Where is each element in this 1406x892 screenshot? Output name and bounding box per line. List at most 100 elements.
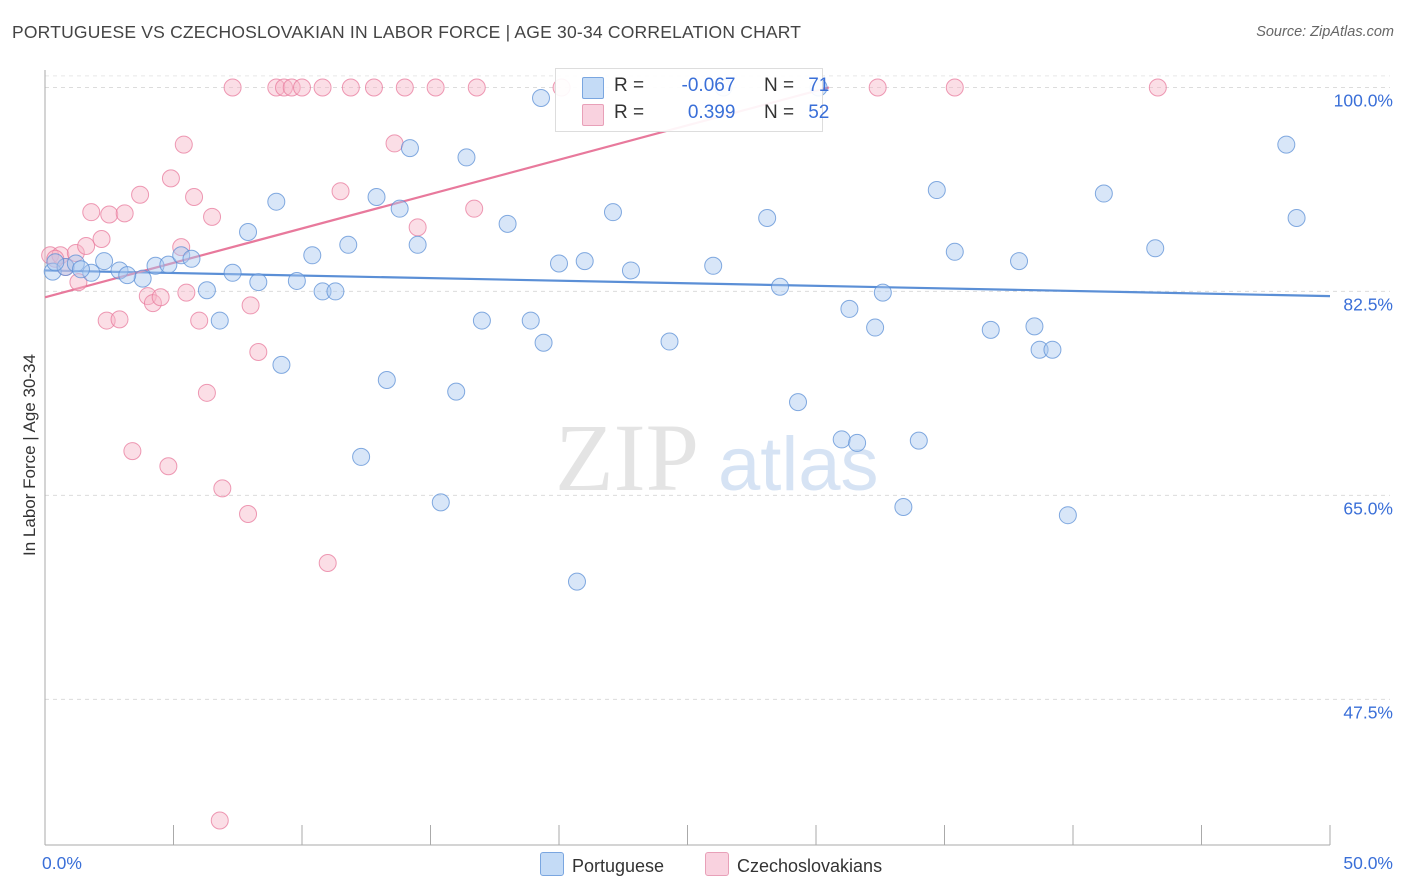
data-point bbox=[241, 296, 260, 315]
grid-lines bbox=[45, 75, 1390, 700]
data-point bbox=[82, 203, 101, 222]
data-point bbox=[426, 78, 445, 97]
data-point bbox=[151, 288, 170, 307]
data-point bbox=[465, 199, 484, 218]
data-point bbox=[82, 263, 101, 282]
y-axis-label: In Labor Force | Age 30-34 bbox=[20, 354, 39, 556]
data-point bbox=[1277, 135, 1296, 154]
data-point bbox=[431, 493, 450, 512]
data-point bbox=[223, 263, 242, 282]
data-point bbox=[239, 505, 258, 524]
data-point bbox=[71, 260, 90, 279]
data-point bbox=[115, 204, 134, 223]
legend-n-value: 52 bbox=[808, 102, 830, 123]
data-point bbox=[95, 252, 114, 271]
bottom-legend-swatch-portuguese bbox=[540, 852, 564, 876]
data-point bbox=[873, 283, 892, 302]
data-point bbox=[66, 254, 85, 273]
data-point bbox=[603, 203, 622, 222]
data-point bbox=[945, 78, 964, 97]
data-point bbox=[894, 498, 913, 517]
data-point bbox=[408, 235, 427, 254]
data-point bbox=[282, 78, 301, 97]
data-point bbox=[367, 188, 386, 207]
bottom-legend-portuguese: Portuguese bbox=[540, 852, 664, 877]
data-point bbox=[197, 383, 216, 402]
data-point bbox=[909, 431, 928, 450]
y-tick-label: 82.5% bbox=[1343, 294, 1393, 314]
data-point bbox=[341, 78, 360, 97]
data-point bbox=[927, 181, 946, 200]
y-tick-label: 47.5% bbox=[1343, 702, 1393, 722]
y-tick-label: 65.0% bbox=[1343, 498, 1393, 518]
data-point bbox=[758, 209, 777, 228]
data-point bbox=[77, 236, 96, 255]
data-point bbox=[92, 229, 111, 248]
data-point bbox=[1058, 506, 1077, 525]
data-point bbox=[848, 433, 867, 452]
data-point bbox=[771, 277, 790, 296]
data-point bbox=[46, 253, 65, 272]
data-point bbox=[118, 266, 137, 285]
bottom-legend-label: Czechoslovakians bbox=[737, 856, 883, 876]
data-point bbox=[364, 78, 383, 97]
bottom-legend-swatch-czechoslovakians bbox=[705, 852, 729, 876]
data-point bbox=[377, 371, 396, 389]
data-point bbox=[1025, 317, 1044, 336]
data-point bbox=[472, 311, 491, 330]
data-point bbox=[174, 135, 193, 154]
data-point bbox=[56, 257, 75, 276]
x-tick-labels: 0.0% 50.0% bbox=[42, 853, 1393, 873]
data-point bbox=[293, 78, 311, 97]
watermark-zip: ZIP bbox=[555, 404, 699, 511]
data-point bbox=[660, 332, 679, 351]
data-point bbox=[447, 382, 466, 401]
data-point bbox=[177, 283, 196, 302]
legend-swatch-portuguese bbox=[582, 77, 604, 99]
y-tick-labels: 47.5% 65.0% 82.5% 100.0% bbox=[1334, 90, 1393, 722]
legend-r-value: -0.067 bbox=[681, 75, 736, 96]
data-point bbox=[408, 218, 427, 237]
data-point bbox=[521, 311, 540, 330]
data-point bbox=[172, 246, 191, 265]
data-point bbox=[866, 318, 885, 337]
data-point bbox=[275, 78, 294, 97]
trend-line-portuguese bbox=[44, 269, 1331, 298]
data-point bbox=[267, 78, 286, 97]
data-point bbox=[789, 393, 808, 412]
data-point bbox=[146, 256, 165, 275]
chart-source: Source: ZipAtlas.com bbox=[1256, 24, 1394, 40]
data-point bbox=[390, 199, 409, 218]
data-point bbox=[272, 355, 291, 374]
legend-swatch-czechoslovakian bbox=[582, 104, 604, 126]
legend-r-label: R = bbox=[614, 102, 645, 123]
data-point bbox=[223, 78, 242, 97]
data-point bbox=[267, 192, 286, 211]
data-point bbox=[66, 243, 85, 262]
data-point bbox=[100, 205, 119, 224]
data-point bbox=[385, 134, 404, 153]
data-point bbox=[868, 78, 887, 97]
x-tick-label: 0.0% bbox=[42, 853, 82, 873]
data-point bbox=[400, 139, 419, 158]
data-point bbox=[97, 311, 116, 330]
data-point bbox=[534, 333, 553, 352]
chart-title: PORTUGUESE VS CZECHOSLOVAKIAN IN LABOR F… bbox=[12, 22, 802, 42]
legend-r-value: 0.399 bbox=[687, 102, 736, 123]
data-point bbox=[704, 256, 723, 275]
legend-r-label: R = bbox=[614, 75, 645, 96]
data-point bbox=[313, 78, 332, 97]
data-point bbox=[303, 246, 322, 265]
data-point bbox=[945, 242, 964, 261]
data-point bbox=[190, 311, 209, 330]
data-point bbox=[159, 457, 178, 476]
y-tick-label: 100.0% bbox=[1334, 90, 1393, 110]
data-point bbox=[213, 479, 232, 498]
bottom-legend-czechoslovakians: Czechoslovakians bbox=[705, 852, 882, 877]
data-point bbox=[203, 207, 222, 226]
data-point bbox=[331, 182, 350, 201]
data-point bbox=[133, 269, 152, 288]
data-point bbox=[457, 148, 476, 167]
data-point bbox=[621, 261, 640, 280]
